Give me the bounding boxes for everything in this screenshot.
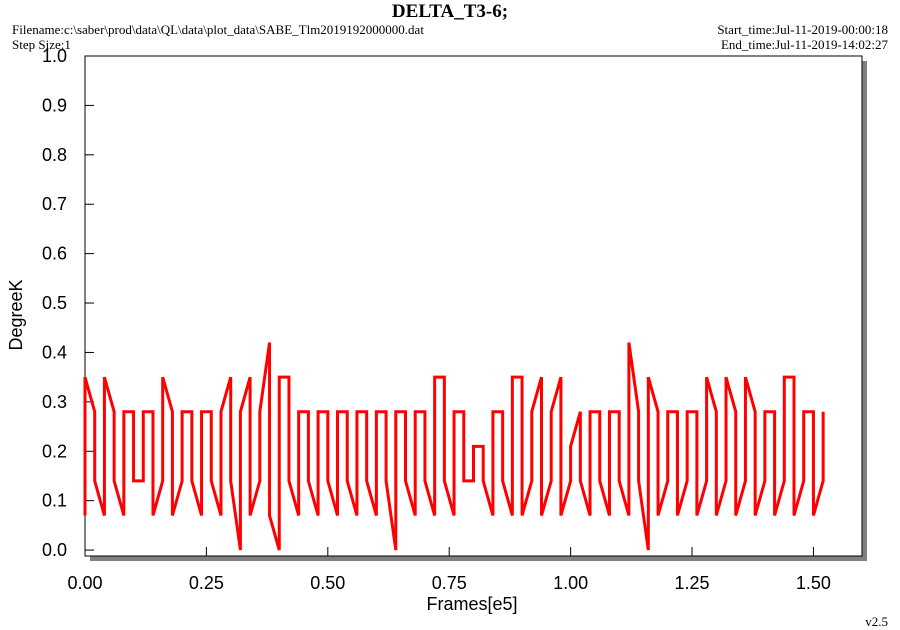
filename: Filename:c:\saber\prod\data\QL\data\plot… <box>12 22 424 37</box>
x-tick-label: 1.00 <box>553 573 588 593</box>
chart-title: DELTA_T3-6; <box>392 1 508 22</box>
x-tick-label: 1.50 <box>796 573 831 593</box>
y-tick-label: 0.6 <box>42 244 67 264</box>
y-axis-label: DegreeK <box>6 279 26 350</box>
y-tick-label: 1.0 <box>42 46 67 66</box>
y-tick-label: 0.7 <box>42 194 67 214</box>
step-size: Step Size:1 <box>12 37 71 52</box>
x-axis-label: Frames[e5] <box>426 594 517 614</box>
end-time: End_time:Jul-11-2019-14:02:27 <box>721 37 889 52</box>
x-tick-label: 0.00 <box>67 573 102 593</box>
x-tick-label: 0.25 <box>189 573 224 593</box>
version: v2.5 <box>865 614 888 629</box>
y-tick-label: 0.2 <box>42 441 67 461</box>
y-tick-label: 0.1 <box>42 491 67 511</box>
x-tick-label: 1.25 <box>675 573 710 593</box>
x-tick-label: 0.50 <box>310 573 345 593</box>
y-tick-label: 0.5 <box>42 293 67 313</box>
y-tick-label: 0.9 <box>42 95 67 115</box>
y-tick-label: 0.3 <box>42 392 67 412</box>
start-time: Start_time:Jul-11-2019-00:00:18 <box>717 22 888 37</box>
x-tick-label: 0.75 <box>432 573 467 593</box>
y-tick-label: 0.0 <box>42 540 67 560</box>
y-tick-label: 0.4 <box>42 342 67 362</box>
y-tick-label: 0.8 <box>42 145 67 165</box>
data-line <box>83 342 825 551</box>
